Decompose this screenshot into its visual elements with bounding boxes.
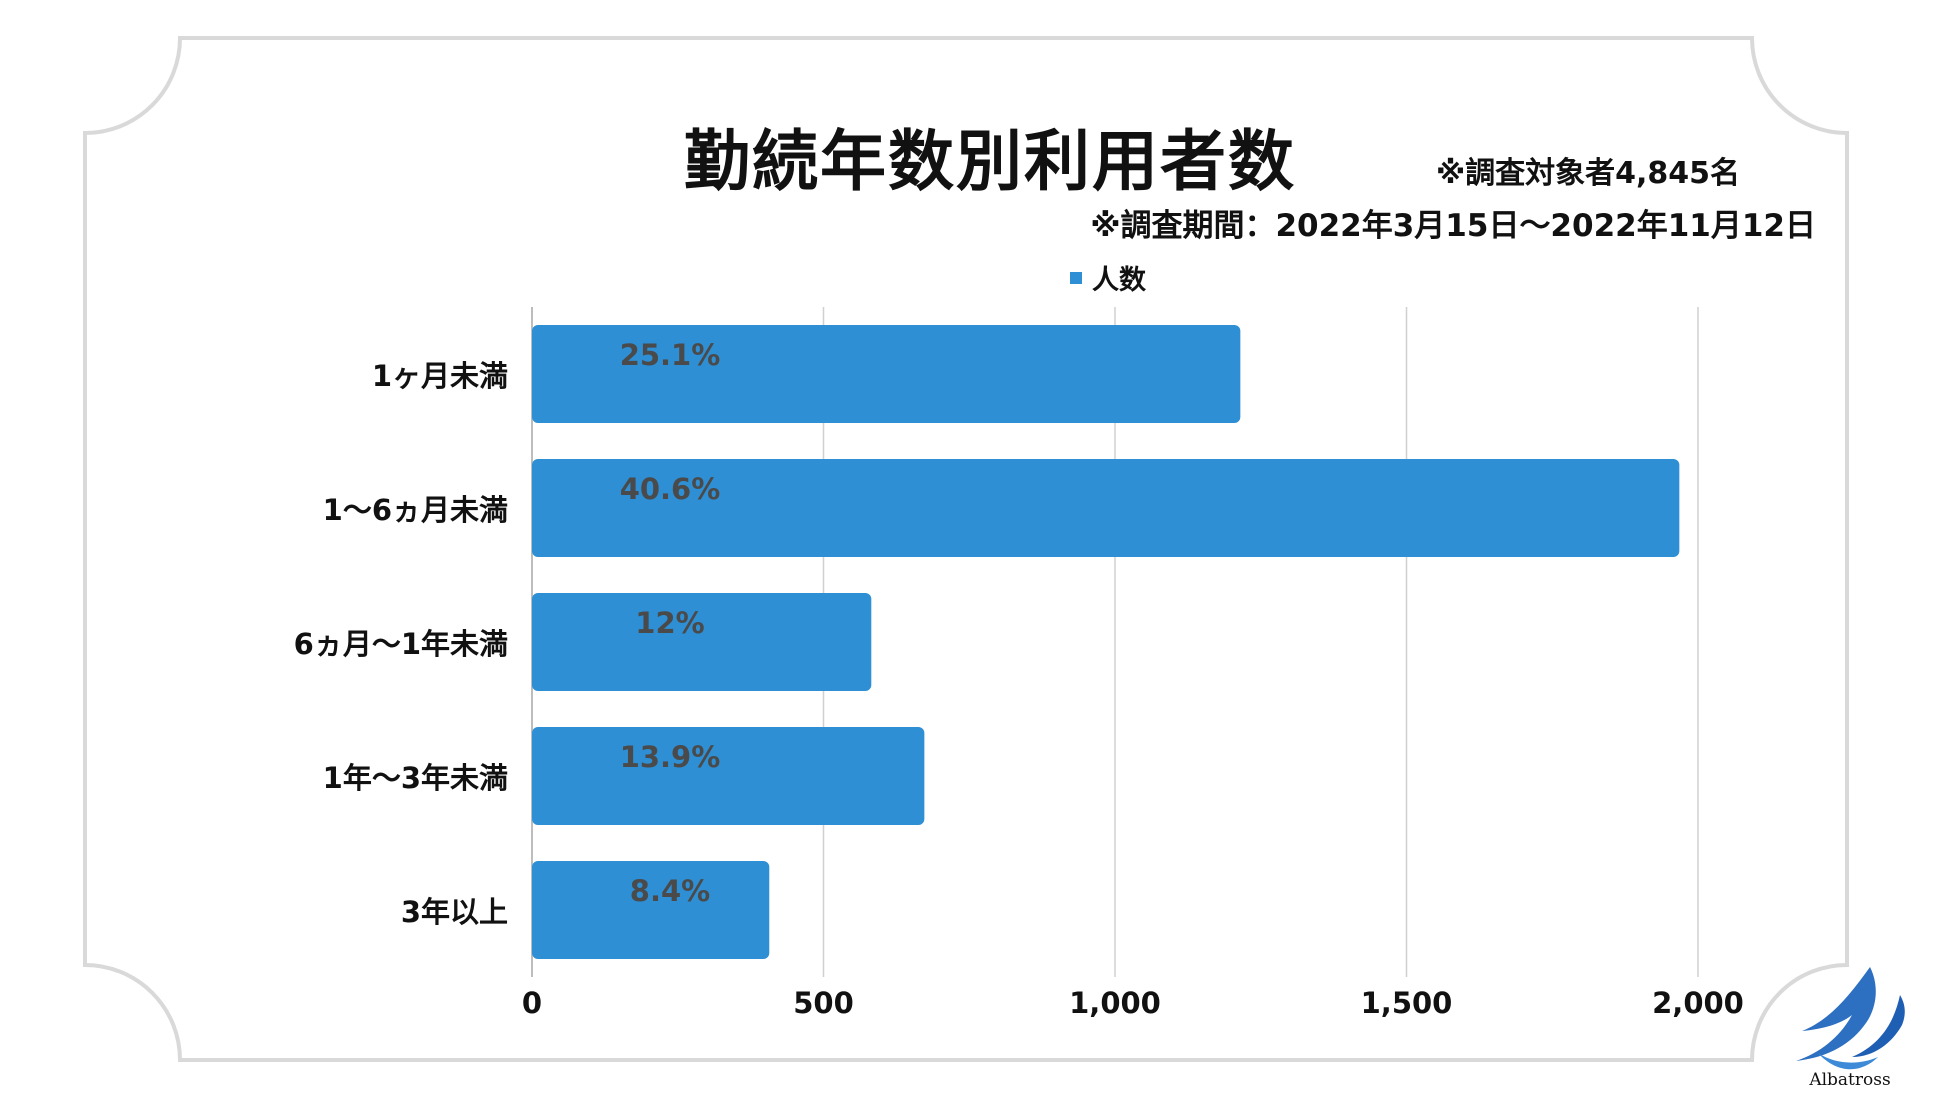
sample-size-note: ※調査対象者4,845名: [1435, 156, 1740, 191]
x-tick-label: 0: [522, 986, 542, 1020]
bar: [532, 861, 770, 959]
legend: 人数: [1070, 258, 1146, 297]
x-tick-label: 1,000: [1069, 986, 1161, 1020]
data-label: 8.4%: [630, 874, 710, 908]
legend-label: 人数: [1092, 265, 1146, 296]
bar: [532, 325, 1241, 423]
albatross-bird-icon: [1796, 967, 1905, 1070]
x-tick-label: 500: [793, 986, 854, 1020]
logo-text: Albatross: [1809, 1070, 1891, 1090]
bar: [532, 593, 872, 691]
category-label: 1ヶ月未満: [372, 359, 508, 393]
category-label: 3年以上: [401, 895, 508, 929]
legend-swatch: [1070, 271, 1082, 284]
category-label: 1年〜3年未満: [323, 761, 508, 795]
survey-period-note: ※調査期間：2022年3月15日〜2022年11月12日: [1090, 208, 1816, 244]
category-label: 1〜6ヵ月未満: [323, 493, 508, 527]
x-tick-label: 1,500: [1361, 986, 1453, 1020]
data-label: 40.6%: [620, 472, 721, 506]
bar: [532, 459, 1680, 557]
chart-title: 勤続年数別利用者数: [684, 123, 1296, 200]
data-label: 12%: [635, 606, 704, 640]
data-label: 25.1%: [620, 338, 721, 372]
data-label: 13.9%: [620, 740, 721, 774]
bar: [532, 727, 925, 825]
category-label: 6ヵ月〜1年未満: [294, 627, 508, 661]
x-tick-label: 2,000: [1652, 986, 1744, 1020]
